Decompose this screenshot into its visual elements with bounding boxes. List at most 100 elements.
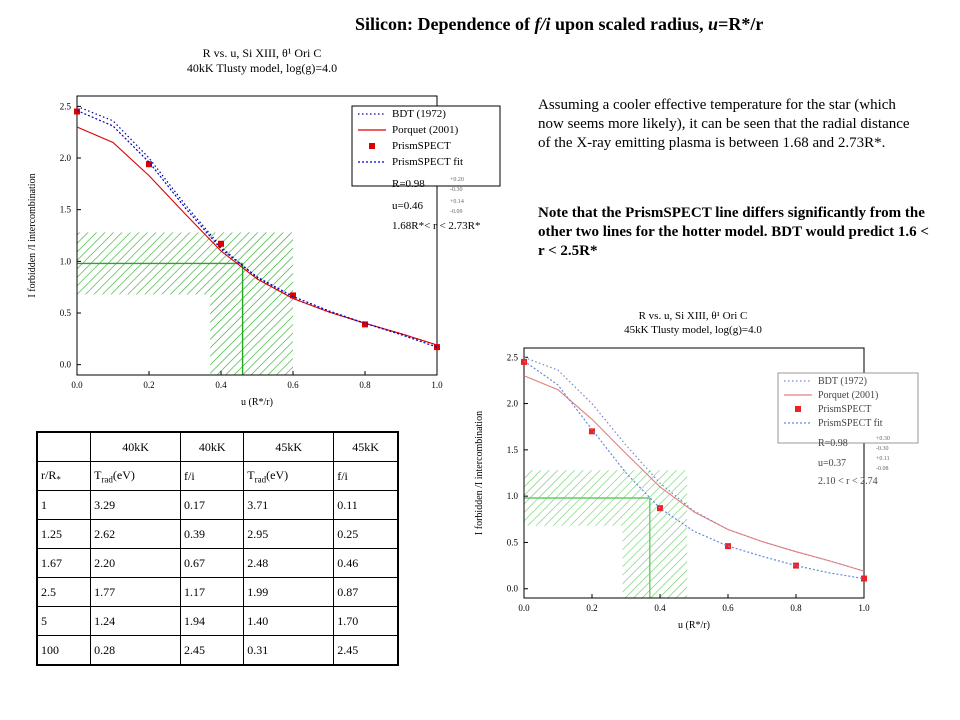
chart-title: R vs. u, Si XIII, θ¹ Ori C — [639, 310, 748, 322]
r-error-plus: +0.30 — [876, 436, 890, 442]
table-row: r/R* Trad(eV) f/i Trad(eV) f/i — [36, 461, 399, 491]
x-tick-label: 0.8 — [790, 603, 802, 613]
x-tick-label: 0.4 — [215, 380, 227, 390]
table-cell: 45kK — [243, 431, 335, 462]
prismspect-marker — [146, 161, 152, 168]
table-row: 2.5 1.77 1.17 1.99 0.87 — [36, 577, 399, 607]
y-tick-label: 2.0 — [60, 153, 72, 163]
chart-title: R vs. u, Si XIII, θ¹ Ori C — [203, 46, 322, 60]
chart-45kk: R vs. u, Si XIII, θ¹ Ori C 45kK Tlusty mo… — [474, 310, 919, 631]
series-line-3 — [76, 109, 438, 348]
table-cell: 5 — [36, 606, 92, 636]
u-annotation: u=0.37 — [818, 458, 846, 469]
table-cell: 40kK — [90, 431, 181, 462]
table-cell: 0.17 — [179, 490, 245, 520]
table-cell: 0.87 — [333, 577, 399, 607]
u-error-plus: +0.14 — [450, 199, 464, 205]
prismspect-marker — [362, 321, 368, 328]
y-tick-label: 0.5 — [60, 308, 72, 318]
r-annotation: R=0.98 — [392, 178, 425, 190]
table-cell: 2.45 — [333, 635, 399, 666]
table-cell: 1.70 — [333, 606, 399, 636]
r-error-minus: -0.30 — [876, 446, 889, 452]
table-cell: Trad(eV) — [90, 461, 181, 491]
table-cell: 3.71 — [243, 490, 335, 520]
u-error-minus: -0.09 — [450, 209, 463, 215]
y-axis-label: I forbidden /I intercombination — [474, 411, 485, 535]
table-cell: Trad(eV) — [243, 461, 335, 491]
table-cell: 2.62 — [90, 519, 181, 549]
u-annotation: u=0.46 — [392, 200, 423, 212]
table-cell: 1.17 — [179, 577, 245, 607]
y-tick-label: 1.5 — [507, 445, 519, 455]
table-cell: 40kK — [179, 431, 245, 462]
y-tick-label: 0.0 — [60, 360, 72, 370]
x-tick-label: 0.6 — [722, 603, 734, 613]
table-cell: 0.39 — [179, 519, 245, 549]
r-range-annotation: 2.10 < r < 2.74 — [818, 476, 878, 487]
series-line-1 — [523, 375, 865, 572]
table-cell: 1.25 — [36, 519, 92, 549]
r-annotation: R=0.98 — [818, 438, 848, 449]
prismspect-marker — [218, 240, 224, 247]
table-cell: 2.95 — [243, 519, 335, 549]
table-row: 100 0.28 2.45 0.31 2.45 — [36, 635, 399, 666]
x-axis-label: u (R*/r) — [241, 397, 273, 408]
plot-frame — [523, 347, 865, 599]
series-line-0 — [523, 356, 865, 572]
x-axis-label: u (R*/r) — [678, 620, 710, 631]
table-row: 1 3.29 0.17 3.71 0.11 — [36, 490, 399, 520]
table-cell: f/i — [179, 461, 245, 491]
legend-label: PrismSPECT fit — [818, 418, 883, 429]
prismspect-marker — [434, 344, 440, 351]
x-tick-label: 1.0 — [431, 380, 443, 390]
table-row: 40kK 40kK 45kK 45kK — [36, 431, 399, 462]
r-error-plus: +0.20 — [450, 177, 464, 183]
r-error-minus: -0.30 — [450, 187, 463, 193]
u-error-minus: -0.08 — [876, 466, 889, 472]
legend-label: BDT (1972) — [818, 376, 867, 387]
table-cell: 0.67 — [179, 548, 245, 578]
legend-label: PrismSPECT fit — [392, 156, 463, 168]
u-error-plus: +0.11 — [876, 456, 890, 462]
table-cell: r/R* — [36, 461, 92, 491]
x-tick-label: 0.0 — [518, 603, 530, 613]
legend-label: PrismSPECT — [818, 404, 871, 415]
legend-label: Porquet (2001) — [392, 124, 459, 136]
legend-sample — [795, 406, 801, 412]
table-cell: 1 — [36, 490, 92, 520]
y-tick-label: 0.5 — [507, 537, 519, 547]
table-cell: 2.20 — [90, 548, 181, 578]
series-line-1 — [76, 126, 438, 346]
y-tick-label: 0.0 — [507, 584, 519, 594]
y-axis-label: I forbidden /I intercombination — [27, 173, 38, 297]
table-cell: 0.25 — [333, 519, 399, 549]
table-row: 1.67 2.20 0.67 2.48 0.46 — [36, 548, 399, 578]
table-cell: f/i — [333, 461, 399, 491]
table-cell: 0.28 — [90, 635, 181, 666]
chart-subtitle: 40kK Tlusty model, log(g)=4.0 — [187, 61, 337, 75]
y-tick-label: 2.0 — [507, 399, 519, 409]
y-tick-label: 1.0 — [60, 256, 72, 266]
x-tick-label: 0.4 — [654, 603, 666, 613]
y-tick-label: 1.5 — [60, 205, 72, 215]
table-cell: 0.11 — [333, 490, 399, 520]
explanation-paragraph: Assuming a cooler effective temperature … — [538, 97, 910, 151]
y-tick-label: 2.5 — [507, 352, 519, 362]
legend-box — [351, 105, 501, 187]
table-cell: 2.48 — [243, 548, 335, 578]
r-range-annotation: 1.68R*< r < 2.73R* — [392, 220, 481, 232]
y-tick-label: 2.5 — [60, 101, 72, 111]
legend-label: BDT (1972) — [392, 108, 446, 120]
x-tick-label: 0.2 — [586, 603, 597, 613]
plot-frame — [76, 95, 438, 376]
table-cell: 1.99 — [243, 577, 335, 607]
y-tick-label: 1.0 — [507, 491, 519, 501]
slide-title: Silicon: Dependence of f/i upon scaled r… — [355, 14, 764, 34]
note-paragraph: Note that the PrismSPECT line differs si… — [538, 205, 929, 259]
table-cell: 1.94 — [179, 606, 245, 636]
legend-sample — [369, 143, 375, 149]
table-cell — [36, 431, 92, 462]
table-cell: 3.29 — [90, 490, 181, 520]
prismspect-marker — [861, 575, 867, 582]
